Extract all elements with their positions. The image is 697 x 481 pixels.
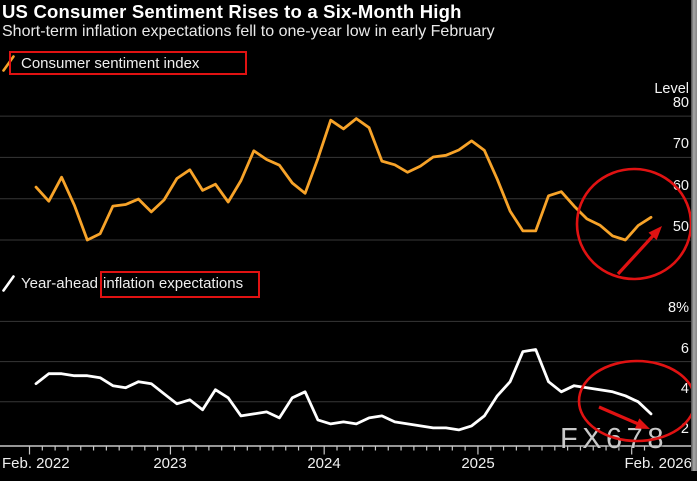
page-subtitle: Short-term inflation expectations fell t…	[2, 23, 495, 40]
legend-consumer-sentiment: Consumer sentiment index	[2, 55, 199, 72]
page-title: US Consumer Sentiment Rises to a Six-Mon…	[2, 1, 462, 22]
white-line-legend-icon	[2, 275, 15, 292]
inflation-expectations-line	[34, 348, 653, 432]
fx678-watermark: FX678	[560, 423, 668, 455]
consumer-sentiment-line	[34, 117, 653, 242]
legend-inflation-prefix: Year-ahead	[21, 275, 99, 292]
legend-inflation-expectations: Year-ahead inflation expectations	[2, 275, 243, 292]
orange-line-legend-icon	[2, 55, 15, 72]
window-edge-strip	[691, 0, 697, 471]
legend-inflation-boxed-label: inflation expectations	[103, 275, 244, 292]
legend-consumer-sentiment-label: Consumer sentiment index	[21, 55, 200, 72]
